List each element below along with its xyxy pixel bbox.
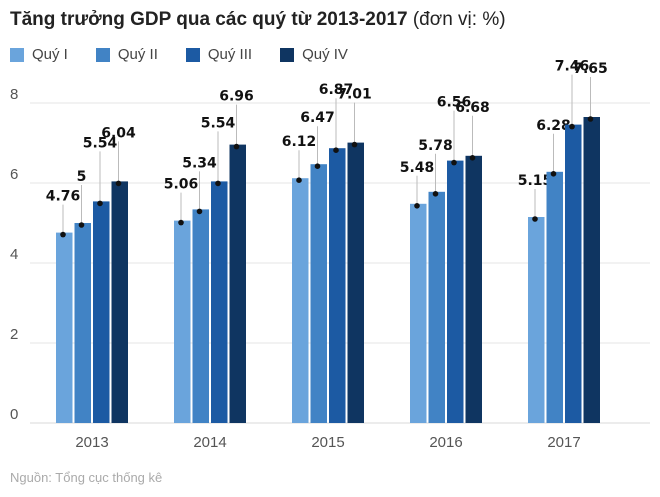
data-label: 6.47	[300, 110, 335, 126]
legend-label-q1: Quý I	[32, 46, 68, 63]
x-tick-label: 2015	[311, 434, 344, 451]
data-point	[233, 143, 240, 150]
bar	[211, 181, 228, 423]
data-point	[351, 141, 358, 148]
x-tick-label: 2016	[429, 434, 462, 451]
legend-label-q2: Quý II	[117, 46, 158, 63]
data-label: 6.68	[455, 100, 490, 116]
data-label: 4.76	[46, 189, 81, 205]
bar	[528, 217, 545, 423]
legend-swatch-q2	[95, 47, 110, 62]
bar	[192, 209, 209, 423]
bar	[347, 142, 364, 423]
chart-title: Tăng trưởng GDP qua các quý từ 2013-2017…	[10, 9, 506, 31]
bar	[583, 117, 600, 423]
data-label: 6.12	[282, 134, 317, 150]
data-point	[451, 159, 457, 166]
y-tick-label: 4	[10, 246, 18, 263]
data-label: 6.96	[219, 89, 254, 105]
legend-item-q4[interactable]: Quý IV	[280, 46, 348, 63]
legend-swatch-q3	[185, 47, 200, 62]
bar	[56, 232, 73, 423]
data-point	[314, 163, 321, 169]
legend-swatch-q1	[10, 47, 24, 62]
data-label: 5	[77, 169, 87, 185]
data-point	[115, 180, 122, 187]
data-point	[532, 216, 538, 222]
data-point	[469, 155, 476, 161]
bar	[329, 148, 346, 423]
data-point	[97, 200, 103, 207]
y-tick-label: 2	[10, 326, 18, 343]
data-point	[432, 191, 439, 197]
data-label: 5.06	[164, 177, 199, 193]
bar	[565, 124, 582, 423]
data-label: 5.34	[182, 155, 217, 171]
chart-title-unit: (đơn vị: %)	[412, 9, 506, 30]
bar	[174, 220, 191, 423]
data-point	[550, 171, 557, 177]
data-label: 7.01	[337, 87, 372, 103]
data-point	[296, 177, 302, 183]
bar	[447, 160, 464, 423]
x-tick-label: 2017	[547, 434, 580, 451]
bar	[546, 171, 563, 423]
data-point	[587, 116, 594, 122]
x-tick-label: 2013	[75, 434, 108, 451]
y-tick-label: 6	[10, 166, 18, 183]
legend-item-q2[interactable]: Quý II	[95, 46, 158, 63]
data-label: 7.46	[555, 59, 590, 75]
data-point	[60, 231, 66, 238]
data-point	[78, 222, 85, 228]
bar	[93, 201, 110, 423]
legend-swatch-q4	[280, 47, 295, 62]
bar	[465, 155, 482, 424]
data-label: 5.15	[518, 173, 553, 189]
data-point	[215, 180, 221, 187]
data-label: 6.28	[536, 118, 571, 134]
y-tick-label: 0	[10, 406, 18, 423]
bar	[310, 164, 327, 423]
data-point	[569, 123, 575, 130]
chart-title-main: Tăng trưởng GDP qua các quý từ 2013-2017	[10, 9, 408, 30]
legend-label-q3: Quý III	[207, 46, 253, 63]
data-point	[178, 219, 184, 226]
source-note: Nguồn: Tổng cục thống kê	[10, 470, 163, 485]
x-tick-label: 2014	[193, 434, 226, 451]
bar	[111, 181, 128, 423]
legend: Quý I Quý II Quý III Quý IV	[10, 46, 376, 63]
data-label: 5.54	[201, 115, 236, 131]
data-label: 6.04	[101, 125, 136, 141]
data-label: 5.48	[400, 160, 435, 176]
legend-label-q4: Quý IV	[302, 46, 348, 63]
data-label: 5.78	[418, 138, 453, 154]
bar	[292, 178, 309, 423]
bar	[229, 144, 246, 423]
bar	[410, 203, 427, 423]
data-label: 7.65	[573, 61, 608, 77]
data-point	[196, 208, 203, 215]
legend-item-q3[interactable]: Quý III	[185, 46, 253, 63]
legend-item-q1[interactable]: Quý I	[10, 46, 68, 63]
data-point	[414, 203, 420, 209]
data-label: 6.87	[319, 82, 354, 98]
data-label: 6.56	[437, 95, 472, 111]
y-tick-label: 8	[10, 86, 18, 103]
bar	[74, 223, 91, 423]
bar	[428, 191, 445, 423]
data-point	[333, 147, 339, 153]
data-label: 5.54	[83, 135, 118, 151]
